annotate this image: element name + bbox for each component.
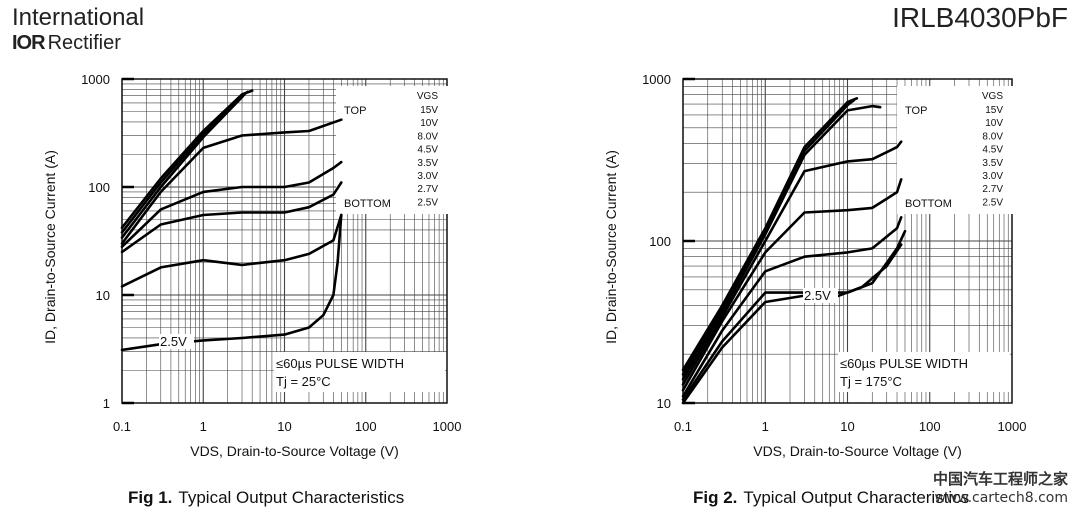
curve-label-bg — [159, 334, 194, 349]
legend-value: 8.0V — [417, 131, 438, 142]
part-number: IRLB4030PbF — [892, 2, 1068, 33]
series-line-6 — [120, 181, 343, 254]
legend-value: 2.5V — [417, 197, 438, 208]
legend-value: 10V — [985, 118, 1003, 129]
watermark-url: www.cartech8.com — [934, 490, 1068, 506]
x-tick-label: 0.1 — [674, 419, 692, 434]
y-axis-title: ID, Drain-to-Source Current (A) — [42, 150, 58, 344]
y-tick-label: 10 — [657, 396, 671, 411]
legend-value: 2.7V — [417, 184, 438, 195]
x-tick-label: 10 — [277, 419, 291, 434]
series-line-6 — [681, 216, 903, 398]
y-tick-label: 1000 — [81, 72, 110, 87]
y-tick-label: 1 — [103, 396, 110, 411]
x-tick-label: 10 — [840, 419, 854, 434]
plot-frame — [121, 78, 448, 404]
annotation-temperature: Tj = 25°C — [276, 374, 331, 389]
y-tick-label: 100 — [649, 234, 671, 249]
legend-value: 2.7V — [982, 184, 1003, 195]
annotation-bg — [274, 352, 445, 392]
series-line-2 — [681, 98, 856, 376]
y-tick-label: 10 — [96, 288, 110, 303]
legend-value: 3.0V — [982, 171, 1003, 182]
fig1-caption: Fig 1. Typical Output Characteristics — [128, 488, 404, 508]
legend-title: VGS — [982, 91, 1003, 102]
x-tick-label: 100 — [919, 419, 941, 434]
legend-value: 10V — [420, 118, 438, 129]
annotation-bg — [838, 352, 1010, 392]
y-tick-label: 1000 — [642, 72, 671, 87]
x-tick-label: 1 — [762, 419, 769, 434]
x-axis-title: VDS, Drain-to-Source Voltage (V) — [753, 443, 962, 459]
legend-value: 4.5V — [417, 145, 438, 156]
series-line-7 — [120, 213, 343, 288]
x-tick-label: 1000 — [433, 419, 462, 434]
legend-value: 15V — [985, 105, 1003, 116]
legend-bottom-label: BOTTOM — [905, 198, 952, 210]
watermark-cn: 中国汽车工程师之家 — [932, 470, 1068, 488]
series-line-1 — [681, 97, 859, 372]
series-line-4 — [120, 118, 343, 245]
y-tick-label: 100 — [88, 180, 110, 195]
fig1-caption-text: Typical Output Characteristics — [178, 488, 405, 507]
legend-top-label: TOP — [344, 105, 366, 117]
ior-logo-mark: IOR — [12, 32, 46, 54]
x-tick-label: 1 — [200, 419, 207, 434]
legend-value: 15V — [420, 105, 438, 116]
company-logo-rectifier: Rectifier — [47, 32, 121, 54]
legend-value: 3.0V — [417, 171, 438, 182]
legend-value: 8.0V — [982, 131, 1003, 142]
company-logo-line2: IOR Rectifier — [12, 32, 121, 55]
x-tick-label: 1000 — [998, 419, 1027, 434]
series-line-5 — [681, 178, 903, 392]
curve-label: 2.5V — [160, 334, 187, 349]
curve-label: 2.5V — [804, 288, 831, 303]
company-logo-line1: International — [12, 4, 145, 31]
fig1-caption-label: Fig 1. — [128, 488, 173, 507]
series-line-3 — [681, 104, 882, 381]
chart-2: VGS TOP 15V 10V 8.0V 4.5V 3.5V 3.0V 2.7V 2.5V BOTT… — [603, 72, 1026, 459]
legend-box — [336, 86, 448, 214]
fig2-caption-text: Typical Output Characteristics — [743, 488, 970, 507]
y-axis-title: ID, Drain-to-Source Current (A) — [603, 150, 619, 344]
series-line-5 — [120, 160, 343, 248]
series-line-4 — [681, 140, 903, 386]
series-line-8 — [120, 213, 343, 352]
series-line-3 — [120, 93, 246, 239]
x-tick-label: 0.1 — [113, 419, 131, 434]
legend-value: 3.5V — [417, 158, 438, 169]
legend-top-label: TOP — [905, 105, 927, 117]
fig2-caption-label: Fig 2. — [693, 488, 738, 507]
annotation-temperature: Tj = 175°C — [840, 374, 902, 389]
x-axis-title: VDS, Drain-to-Source Voltage (V) — [190, 443, 399, 459]
curve-label-bg — [803, 288, 838, 303]
fig2-caption: Fig 2. Typical Output Characteristics — [693, 488, 969, 508]
chart-1: VGS TOP 15V 10V 8.0V 4.5V 3.5V 3.0V 2.7V 2.5V BOTT… — [42, 72, 461, 459]
legend-title: VGS — [417, 91, 438, 102]
annotation-pulse-width: ≤60µs PULSE WIDTH — [840, 356, 968, 371]
x-tick-label: 100 — [355, 419, 377, 434]
annotation-pulse-width: ≤60µs PULSE WIDTH — [276, 356, 404, 371]
legend-bottom-label: BOTTOM — [344, 198, 391, 210]
legend-value: 2.5V — [982, 197, 1003, 208]
legend-value: 4.5V — [982, 145, 1003, 156]
legend-value: 3.5V — [982, 158, 1003, 169]
legend-box — [897, 86, 1013, 214]
